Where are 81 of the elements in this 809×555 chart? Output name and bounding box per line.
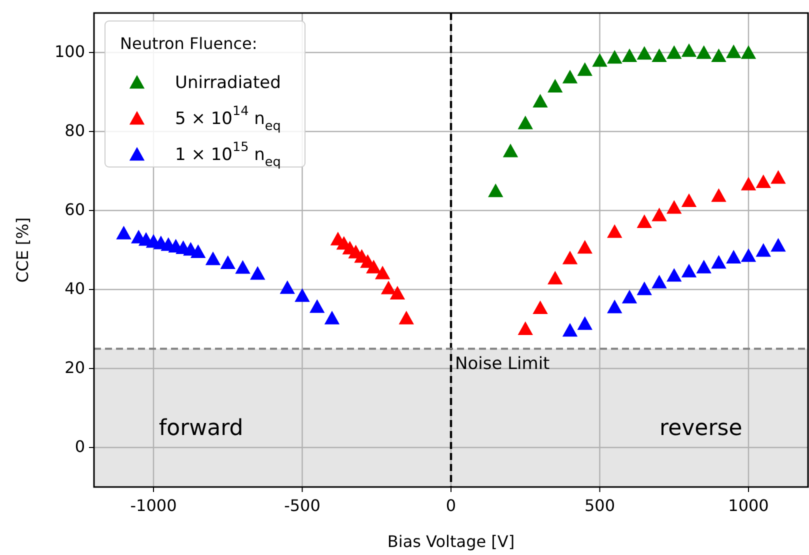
y-tick-label: 0 bbox=[74, 436, 85, 456]
point bbox=[562, 322, 578, 337]
point bbox=[607, 224, 622, 238]
point bbox=[666, 268, 682, 282]
point bbox=[324, 310, 340, 324]
point bbox=[666, 45, 682, 59]
point bbox=[374, 266, 390, 280]
point bbox=[518, 116, 533, 130]
point bbox=[756, 243, 771, 257]
point bbox=[696, 260, 712, 274]
point bbox=[711, 48, 726, 62]
y-axis-title: CCE [%] bbox=[13, 217, 32, 283]
legend-label: 5 × 10$^{14}$ n$_{eq}$ bbox=[175, 104, 281, 134]
point bbox=[280, 280, 295, 294]
point bbox=[116, 226, 132, 240]
y-tick-label: 80 bbox=[64, 120, 85, 140]
point bbox=[770, 238, 786, 252]
point bbox=[711, 188, 726, 202]
point bbox=[636, 46, 652, 60]
point bbox=[310, 299, 325, 313]
ref-line-label: Noise Limit bbox=[455, 354, 550, 374]
point bbox=[666, 200, 682, 214]
point bbox=[250, 266, 266, 280]
y-tick-label: 40 bbox=[64, 278, 85, 298]
point bbox=[636, 282, 652, 296]
point bbox=[220, 255, 236, 270]
legend-title: Neutron Fluence: bbox=[120, 34, 258, 53]
x-tick-label: 1000 bbox=[728, 496, 769, 515]
point bbox=[681, 264, 697, 278]
point bbox=[726, 250, 742, 264]
x-tick-label: -1000 bbox=[130, 496, 177, 515]
point bbox=[681, 193, 697, 208]
point bbox=[622, 48, 638, 62]
y-tick-label: 100 bbox=[54, 42, 85, 61]
point bbox=[711, 255, 726, 269]
point bbox=[696, 45, 712, 59]
point bbox=[577, 316, 592, 330]
point bbox=[740, 176, 756, 190]
legend-label: 1 × 10$^{15}$ n$_{eq}$ bbox=[175, 140, 281, 170]
point bbox=[577, 62, 592, 76]
point bbox=[294, 288, 310, 302]
y-tick-label: 60 bbox=[64, 200, 85, 219]
x-tick-label: 0 bbox=[446, 496, 456, 515]
point bbox=[380, 280, 396, 294]
point bbox=[205, 251, 221, 266]
point bbox=[756, 174, 771, 188]
point bbox=[636, 214, 652, 228]
point bbox=[488, 184, 504, 198]
legend-label: Unirradiated bbox=[175, 72, 281, 93]
point bbox=[532, 300, 548, 314]
point bbox=[548, 270, 563, 284]
point bbox=[770, 170, 786, 184]
point bbox=[235, 260, 250, 274]
point bbox=[190, 244, 206, 258]
point bbox=[366, 260, 382, 274]
point bbox=[562, 70, 578, 84]
point bbox=[518, 321, 533, 335]
point bbox=[740, 45, 756, 59]
point bbox=[548, 78, 563, 92]
point bbox=[577, 240, 592, 254]
y-tick-label: 20 bbox=[64, 358, 85, 377]
point bbox=[502, 144, 518, 158]
point bbox=[726, 44, 742, 58]
point bbox=[622, 290, 638, 304]
point bbox=[652, 48, 667, 62]
point bbox=[532, 94, 548, 108]
point bbox=[740, 248, 756, 262]
x-axis-title: Bias Voltage [V] bbox=[387, 532, 515, 551]
point bbox=[592, 53, 608, 67]
annotation: reverse bbox=[660, 416, 742, 442]
point bbox=[652, 274, 667, 288]
point bbox=[681, 43, 697, 57]
point bbox=[607, 50, 622, 64]
point bbox=[562, 250, 578, 264]
point bbox=[398, 310, 414, 324]
x-tick-label: -500 bbox=[284, 496, 320, 515]
point bbox=[652, 208, 667, 222]
point bbox=[607, 300, 622, 314]
point bbox=[390, 286, 406, 300]
annotation: forward bbox=[158, 416, 244, 442]
x-tick-label: 500 bbox=[584, 496, 616, 515]
